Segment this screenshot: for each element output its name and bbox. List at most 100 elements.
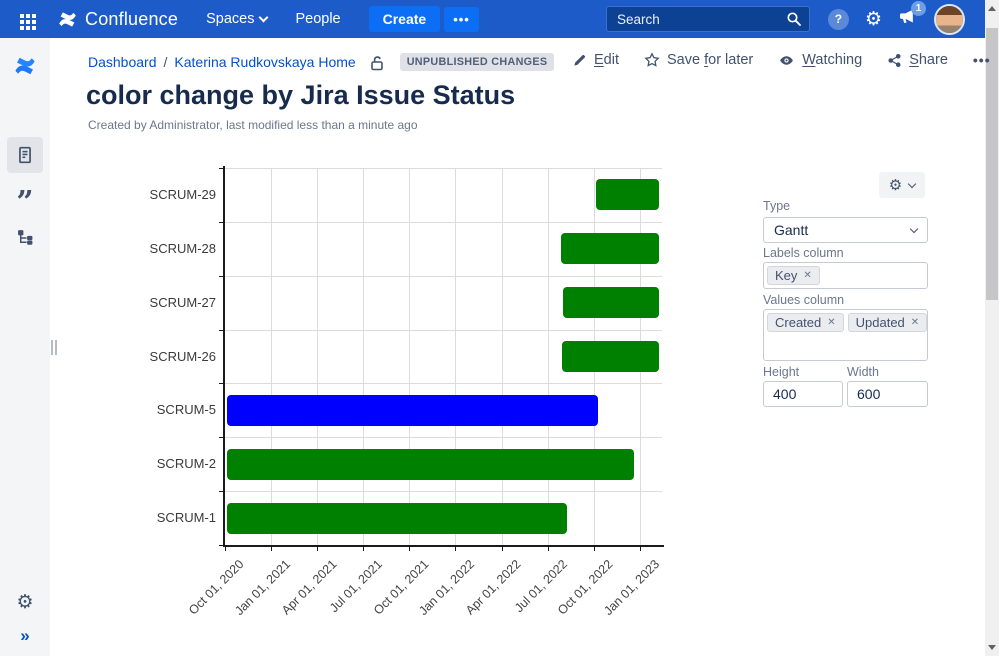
values-column-label: Values column xyxy=(763,293,845,307)
gantt-bar-scrum-27 xyxy=(562,287,659,319)
app-switcher-icon[interactable] xyxy=(14,8,36,30)
sidebar-settings-button[interactable]: ⚙ xyxy=(7,584,43,620)
gantt-bar-scrum-26 xyxy=(561,341,659,372)
megaphone-icon xyxy=(899,9,913,24)
user-avatar[interactable] xyxy=(936,5,963,33)
confluence-mark-icon xyxy=(15,57,35,75)
star-icon xyxy=(644,52,660,68)
chip-key[interactable]: Key ✕ xyxy=(767,266,820,285)
confluence-mark-icon xyxy=(59,11,76,27)
x-axis-tick xyxy=(639,545,641,551)
x-axis-tick xyxy=(501,545,503,551)
width-input[interactable] xyxy=(847,381,928,407)
chevron-down-icon xyxy=(909,224,919,233)
double-chevron-right-icon: » xyxy=(20,626,30,645)
gear-icon: ⚙ xyxy=(888,175,903,194)
height-input[interactable] xyxy=(763,381,843,407)
gantt-bar-scrum-29 xyxy=(596,179,659,211)
search-box xyxy=(605,6,810,32)
height-label: Height xyxy=(763,365,800,379)
chart-gridline xyxy=(455,168,457,545)
chip-label: Updated xyxy=(855,315,905,330)
chart-gridline xyxy=(547,168,549,545)
document-icon xyxy=(19,146,31,164)
unlocked-padlock-icon[interactable] xyxy=(369,55,385,71)
remove-chip-icon[interactable]: ✕ xyxy=(827,317,836,328)
chip-updated[interactable]: Updated ✕ xyxy=(847,313,928,332)
search-input[interactable] xyxy=(605,6,810,32)
eye-icon xyxy=(778,53,795,68)
gantt-row-label: SCRUM-2 xyxy=(156,456,216,472)
chart-gridline xyxy=(409,168,411,545)
edit-button[interactable]: Edit xyxy=(572,52,619,68)
share-icon xyxy=(887,53,902,68)
gantt-chart: Oct 01, 2020 Jan 01, 2021 Apr 01, 2021 Jul … xyxy=(140,165,740,643)
breadcrumb-dashboard-link[interactable]: Dashboard xyxy=(88,54,157,70)
scroll-up-icon[interactable] xyxy=(985,1,999,16)
sidebar-expand-button[interactable]: » xyxy=(7,618,43,654)
x-axis-line xyxy=(223,545,664,547)
type-label: Type xyxy=(763,199,791,213)
watching-button[interactable]: Watching xyxy=(778,52,862,68)
share-button[interactable]: Share xyxy=(887,52,948,68)
sidebar-resize-handle[interactable] xyxy=(51,340,59,355)
search-icon[interactable] xyxy=(786,11,802,27)
gantt-row-label: SCRUM-1 xyxy=(156,510,216,526)
x-axis-tick xyxy=(317,545,319,551)
width-label: Width xyxy=(847,365,879,379)
values-column-input[interactable]: Created ✕ Updated ✕ xyxy=(763,309,928,361)
chart-gridline xyxy=(225,221,662,223)
labels-column-input[interactable]: Key ✕ xyxy=(763,262,928,289)
x-axis-tick xyxy=(455,545,457,551)
vertical-scrollbar[interactable] xyxy=(985,0,999,656)
x-axis-tick xyxy=(547,545,549,551)
action-label: Save for later xyxy=(667,52,754,68)
y-axis-tick xyxy=(219,275,224,277)
page-more-actions-button[interactable]: ••• xyxy=(972,52,991,68)
nav-spaces[interactable]: Spaces xyxy=(206,11,269,27)
scroll-down-icon[interactable] xyxy=(985,640,999,655)
remove-chip-icon[interactable]: ✕ xyxy=(803,270,812,281)
action-label: Share xyxy=(909,52,948,68)
sidebar-space-logo[interactable] xyxy=(7,48,43,84)
admin-gear-icon[interactable]: ⚙ xyxy=(864,7,882,30)
breadcrumb-separator: / xyxy=(163,54,168,70)
page-byline: Created by Administrator, last modified … xyxy=(88,118,418,132)
macro-settings-dropdown[interactable]: ⚙ xyxy=(879,172,925,198)
type-select-value: Gantt xyxy=(774,222,809,238)
space-sidebar: ” ⚙ » xyxy=(0,38,50,656)
notification-count-badge: 1 xyxy=(911,1,926,16)
y-axis-tick xyxy=(219,168,224,169)
app-header: Confluence Spaces People Create ••• ? ⚙ … xyxy=(0,0,985,38)
chart-gridline xyxy=(363,168,365,545)
sidebar-item-blog[interactable]: ” xyxy=(16,185,34,220)
y-axis-tick xyxy=(219,491,224,493)
gantt-row-label: SCRUM-27 xyxy=(149,294,216,310)
sidebar-item-pages[interactable] xyxy=(7,137,43,173)
chart-gridline xyxy=(271,168,273,545)
page-actions: Edit Save for later Watching Share ••• xyxy=(572,52,991,68)
chart-gridline xyxy=(225,275,662,277)
header-more-button[interactable]: ••• xyxy=(444,6,479,32)
y-axis-tick xyxy=(219,329,224,331)
confluence-logo[interactable]: Confluence xyxy=(58,9,178,30)
gear-icon: ⚙ xyxy=(16,590,34,613)
type-select[interactable]: Gantt xyxy=(763,217,928,243)
y-axis-tick xyxy=(219,221,224,223)
chart-gridline xyxy=(225,437,662,439)
notifications-button[interactable]: 1 xyxy=(898,1,926,30)
help-icon[interactable]: ? xyxy=(827,8,849,30)
labels-column-label: Labels column xyxy=(763,246,844,260)
x-axis-tick xyxy=(363,545,365,551)
chip-created[interactable]: Created ✕ xyxy=(767,313,844,332)
scrollbar-thumb[interactable] xyxy=(986,28,998,300)
gantt-row-label: SCRUM-26 xyxy=(149,348,216,364)
chart-gridline xyxy=(225,329,662,331)
nav-people[interactable]: People xyxy=(295,11,341,27)
create-button[interactable]: Create xyxy=(368,6,441,32)
action-label: Edit xyxy=(594,52,619,68)
save-for-later-button[interactable]: Save for later xyxy=(644,52,753,68)
sidebar-item-page-tree[interactable] xyxy=(7,219,43,255)
breadcrumb-space-link[interactable]: Katerina Rudkovskaya Home xyxy=(174,54,356,70)
remove-chip-icon[interactable]: ✕ xyxy=(910,317,920,328)
